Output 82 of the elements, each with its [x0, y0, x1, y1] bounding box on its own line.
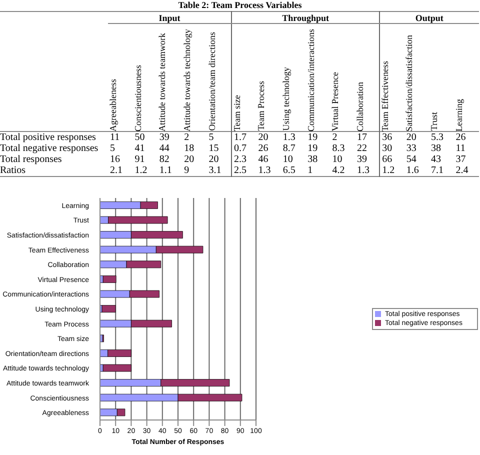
- data-label: 20: [256, 132, 281, 143]
- data-label: 2.4: [454, 165, 470, 176]
- data-label: 7.1: [430, 165, 445, 176]
- data-label: 8.7: [282, 143, 296, 154]
- data-label: 38: [306, 154, 319, 165]
- data-label: 19: [306, 132, 330, 143]
- data-label: 37: [454, 154, 467, 165]
- text: Throughput: [232, 12, 380, 24]
- data-label: 17: [354, 132, 380, 143]
- data-label: 1.6: [405, 165, 420, 176]
- data-label: 15: [208, 143, 220, 154]
- data-label: 11: [108, 132, 133, 143]
- x-tick-label: Team size: [232, 94, 243, 131]
- x-tick-label: Learning: [454, 98, 465, 131]
- data-label: 20: [208, 154, 220, 165]
- data-label: 22: [356, 143, 368, 154]
- data-label: 2.1: [109, 165, 124, 176]
- data-label: 26: [257, 143, 270, 154]
- x-tick-label: Trust: [429, 111, 440, 131]
- text: Input: [108, 12, 232, 24]
- text: Output: [380, 12, 478, 24]
- data-label: 1: [306, 165, 314, 176]
- data-label: 26: [454, 132, 478, 143]
- data-label: 43: [430, 154, 442, 165]
- data-label: 36: [380, 132, 404, 143]
- data-label: 50: [132, 132, 158, 143]
- data-label: 5: [206, 132, 232, 143]
- x-tick-label: Attitude towards teamwork: [157, 32, 168, 131]
- data-label: 1.1: [158, 165, 173, 176]
- data-label: 44: [158, 143, 170, 154]
- data-label: 19: [306, 143, 319, 154]
- data-label: 2: [330, 132, 355, 143]
- data-label: 1.3: [356, 165, 370, 176]
- y-tick-label: Total negative responses: [0, 143, 100, 154]
- data-label: 0.7: [232, 143, 256, 154]
- data-label: 66: [380, 154, 404, 165]
- x-tick-label: Attitude towards technology: [182, 28, 194, 131]
- x-tick-label: Virtual Presence: [330, 70, 342, 131]
- data-label: 18: [183, 143, 196, 154]
- data-label: 30: [380, 143, 404, 154]
- data-label: 16: [109, 154, 121, 165]
- x-tick-label: Using technology: [280, 66, 292, 131]
- data-label: 20: [404, 132, 430, 143]
- x-tick-label: Orientation/team directions: [206, 31, 218, 131]
- data-label: 5: [109, 143, 116, 154]
- data-label: 10: [282, 154, 294, 165]
- x-tick-label: Team Effectiveness: [380, 60, 392, 131]
- data-label: 11: [454, 143, 466, 154]
- y-tick-label: Total responses: [0, 154, 63, 165]
- data-label: 5.3: [429, 132, 454, 143]
- data-label: 39: [356, 154, 368, 165]
- y-tick-label: Ratios: [0, 165, 27, 176]
- data-label: 1.3: [257, 165, 272, 176]
- data-label: 46: [257, 154, 270, 165]
- data-label: 91: [134, 154, 146, 165]
- data-label: 2.3: [232, 154, 256, 165]
- data-label: 10: [331, 154, 344, 165]
- data-label: 2.5: [232, 165, 256, 176]
- data-label: 1.7: [232, 132, 256, 143]
- chart-title: Table 2: Team Process Variables: [177, 0, 303, 11]
- data-label: 41: [134, 143, 146, 154]
- data-label: 20: [183, 154, 196, 165]
- data-label: 1.2: [380, 165, 404, 176]
- data-label: 3.1: [208, 165, 222, 176]
- x-tick-label: Communication/interactions: [306, 28, 317, 131]
- data-label: 2: [182, 132, 207, 143]
- data-label: 1.3: [280, 132, 306, 143]
- x-tick-label: Collaboration: [354, 80, 366, 131]
- data-label: 4.2: [331, 165, 346, 176]
- data-label: 54: [405, 154, 418, 165]
- x-tick-label: Conscientiousness: [132, 64, 144, 131]
- data-label: 38: [430, 143, 442, 154]
- data-label: 9: [183, 165, 190, 176]
- data-label: 82: [158, 154, 170, 165]
- data-label: 6.5: [282, 165, 296, 176]
- x-tick-label: Satisfaction/dissatisfaction: [404, 34, 416, 131]
- data-label: 8.3: [331, 143, 346, 154]
- data-label: 33: [405, 143, 418, 154]
- x-tick-label: Team Process: [256, 80, 268, 131]
- y-tick-label: Total positive responses: [0, 132, 108, 143]
- data-label: 1.2: [134, 165, 148, 176]
- data-label: 39: [157, 132, 182, 143]
